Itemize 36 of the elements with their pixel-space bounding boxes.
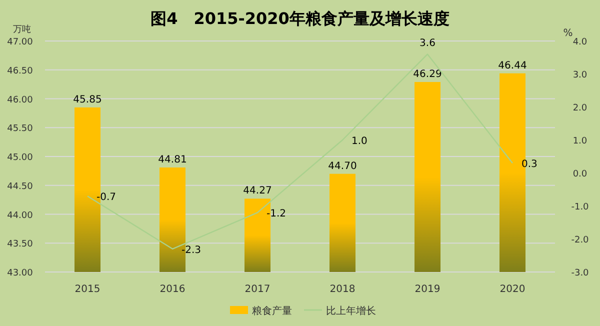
y2-tick-label: -3.0 (571, 268, 590, 278)
x-tick-label: 2017 (244, 284, 270, 295)
x-tick-label: 2018 (330, 284, 356, 295)
y2-tick-label: 0.0 (572, 170, 588, 180)
legend-label: 粮食产量 (252, 305, 292, 317)
legend-label: 比上年增长 (326, 305, 376, 317)
x-tick-label: 2020 (500, 284, 526, 295)
chart-title: 图4 2015-2020年粮食产量及增长速度 (150, 9, 450, 28)
data-label: 45.85 (73, 94, 102, 106)
data-label: 3.6 (420, 38, 436, 50)
y2-tick-label: 2.0 (572, 104, 588, 114)
y2-tick-label: 3.0 (572, 70, 588, 80)
y-tick-label: 43.50 (7, 240, 34, 250)
data-label: 46.44 (498, 60, 527, 72)
y-tick-label: 45.50 (7, 124, 34, 134)
y2-axis-title: % (563, 28, 573, 39)
data-label: 44.27 (243, 186, 272, 197)
y-tick-label: 46.50 (7, 66, 34, 76)
y-tick-label: 45.00 (7, 153, 34, 163)
y-tick-label: 44.00 (7, 210, 34, 221)
y2-tick-label: 4.0 (572, 38, 588, 48)
y2-tick-label: 1.0 (572, 136, 588, 146)
x-tick-label: 2016 (160, 284, 186, 295)
data-label: 44.81 (158, 154, 187, 166)
data-label: 46.29 (413, 69, 442, 80)
y-tick-label: 46.00 (7, 95, 34, 106)
y-tick-label: 44.50 (7, 182, 34, 192)
x-tick-label: 2019 (414, 284, 440, 295)
y-tick-label: 43.00 (7, 268, 34, 278)
y-axis-title: 万吨 (13, 24, 31, 35)
y2-tick-label: -2.0 (571, 236, 590, 246)
x-tick-label: 2015 (74, 284, 100, 295)
data-label: 1.0 (352, 136, 368, 147)
y2-tick-label: -1.0 (571, 202, 590, 212)
data-label: 44.70 (328, 160, 357, 172)
y-tick-label: 47.00 (7, 38, 34, 48)
